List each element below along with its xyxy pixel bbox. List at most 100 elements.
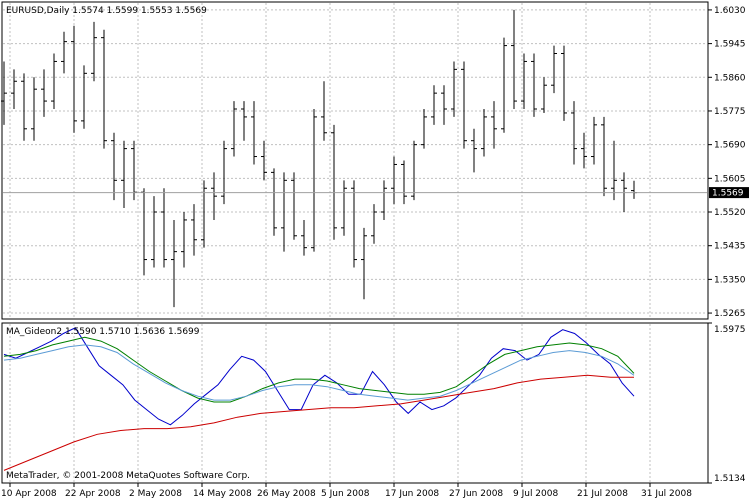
ohlc-bar [61,31,67,74]
ohlc-bar [521,53,527,109]
ohlc-bar [581,132,587,169]
ohlc-bar [341,180,347,236]
main-chart-header: EURUSD,Daily 1.5574 1.5599 1.5553 1.5569 [6,6,207,16]
price-bars [1,9,637,308]
ohlc-bar [81,65,87,129]
ohlc-bar [231,101,237,157]
green-ma-line [3,336,635,403]
y-tick-label: 1.5520 [714,208,746,218]
ohlc-bar [221,140,227,205]
ohlc-bar [561,45,567,121]
ohlc-bar [161,188,167,268]
ohlc-bar [541,77,547,113]
x-tick-label: 17 Jun 2008 [385,489,439,499]
y-tick-label: 1.5775 [714,107,746,117]
x-tick-label: 10 Apr 2008 [1,489,57,499]
ohlc-bar [501,37,507,133]
ohlc-bar [31,77,37,141]
ohlc-bar [301,219,307,256]
y-tick-label: 1.5690 [714,141,746,151]
ohlc-bar [491,101,497,149]
time-axis: 10 Apr 2008 22 Apr 2008 2 May 2008 14 May 2… [1,483,692,499]
ohlc-bar [551,45,557,94]
main-chart-pane[interactable] [1,1,709,320]
ohlc-bar [71,25,77,133]
ohlc-bar [601,116,607,197]
x-tick-label: 22 Apr 2008 [65,489,121,499]
ohlc-bar [181,212,187,268]
ohlc-bar [361,227,367,300]
ohlc-bar [431,85,437,125]
ohlc-bar [41,69,47,117]
ohlc-bar [11,69,17,109]
main-grid [3,3,707,318]
x-tick-label: 21 Jul 2008 [577,489,628,499]
ohlc-bar [471,128,477,173]
ohlc-bar [311,108,317,252]
ohlc-bar [461,61,467,149]
ohlc-bar [271,168,277,236]
ohlc-bar [251,101,257,165]
indicator-axis: 1.5975 1.5134 [708,322,746,484]
ohlc-bar [291,172,297,240]
ohlc-bar [261,140,267,181]
ohlc-bar [571,101,577,165]
ohlc-bar [531,53,537,117]
ohlc-bar [281,172,287,252]
y-tick-label: 1.5350 [714,275,746,285]
x-tick-label: 2 May 2008 [129,489,182,499]
ohlc-bar [241,101,247,141]
current-price-label: 1.5569 [712,189,744,199]
ohlc-bar [211,172,217,220]
ohlc-bar [611,140,617,201]
y-tick-label: 1.5435 [714,242,746,252]
ohlc-bar [201,180,207,248]
ohlc-bar [351,180,357,268]
ohlc-bar [411,140,417,201]
ohlc-bar [91,21,97,82]
ohlc-bar [421,108,427,149]
y-tick-label: 1.6030 [714,6,746,16]
ohlc-bar [51,53,57,109]
ohlc-bar [591,116,597,165]
ohlc-bar [1,61,7,125]
current-price-tag: 1.5569 [709,187,749,199]
y-tick-label: 1.5605 [714,174,746,184]
indicator-pane[interactable] [1,322,709,484]
x-tick-label: 31 Jul 2008 [641,489,692,499]
x-tick-label: 5 Jun 2008 [321,489,370,499]
ohlc-bar [451,61,457,117]
ohlc-bar [441,85,447,125]
ohlc-bar [331,124,337,240]
ohlc-bar [111,132,117,201]
indicator-tick-label: 1.5134 [714,474,746,484]
y-tick-label: 1.5860 [714,73,746,83]
x-tick-label: 9 Jul 2008 [513,489,558,499]
y-tick-label: 1.5265 [714,309,746,319]
ohlc-bar [321,81,327,141]
copyright-text: MetaTrader, © 2001-2008 MetaQuotes Softw… [6,471,250,481]
ohlc-bar [191,204,197,256]
ohlc-bar [21,73,27,141]
ohlc-bar [371,204,377,244]
ohlc-bar [511,9,517,109]
indicator-tick-label: 1.5975 [714,325,746,335]
ohlc-bar [391,156,397,205]
main-price-axis: 1.6030 1.5945 1.5860 1.5775 1.5690 1.5605 1.55… [708,6,746,319]
x-tick-label: 26 May 2008 [257,489,316,499]
ohlc-bar [401,160,407,205]
lightblue-ma-line [3,344,635,401]
ohlc-bar [121,140,127,209]
x-tick-label: 14 May 2008 [193,489,252,499]
ohlc-bar [171,219,177,308]
x-tick-label: 27 Jun 2008 [449,489,503,499]
ohlc-bar [151,196,157,268]
ohlc-bar [101,29,107,149]
indicator-header: MA_Gideon2 1.5590 1.5710 1.5636 1.5699 [6,327,200,337]
red-ma-line [3,374,634,471]
ohlc-bar [381,180,387,220]
y-tick-label: 1.5945 [714,40,746,50]
indicator-lines [3,327,635,471]
